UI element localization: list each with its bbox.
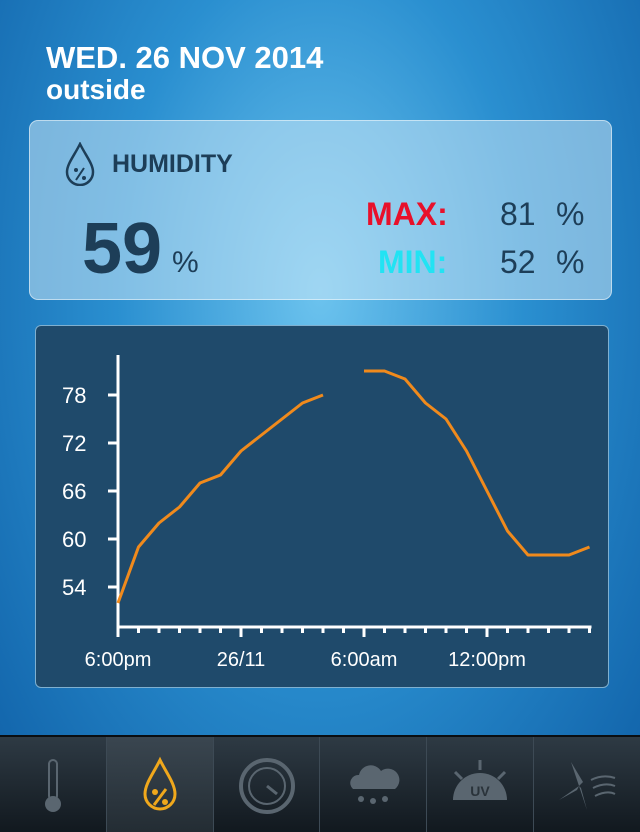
y-tick-label: 78 bbox=[62, 383, 86, 408]
humidity-unit: % bbox=[172, 246, 199, 279]
y-tick-label: 66 bbox=[62, 479, 86, 504]
tab-bar: UV bbox=[0, 735, 640, 832]
humidity-card bbox=[29, 120, 612, 300]
thermometer-icon bbox=[44, 758, 61, 812]
min-unit: % bbox=[556, 244, 585, 280]
x-tick-label: 6:00pm bbox=[85, 649, 152, 671]
uv-label: UV bbox=[470, 783, 490, 799]
tab-rain[interactable] bbox=[320, 737, 428, 832]
tab-uv[interactable]: UV bbox=[427, 737, 535, 832]
max-label: MAX: bbox=[366, 196, 448, 232]
x-tick-label: 12:00pm bbox=[448, 649, 526, 671]
date: WED. 26 NOV 2014 bbox=[46, 40, 324, 75]
tab-humidity[interactable] bbox=[106, 737, 214, 832]
gauge-icon bbox=[238, 757, 295, 814]
min-value: 52 bbox=[500, 244, 536, 280]
chart: 54 60 66 72 78 6:00pm 26/11 6:00am 12:00pm bbox=[62, 355, 592, 671]
min-label: MIN: bbox=[378, 244, 448, 280]
max-value: 81 bbox=[500, 196, 536, 232]
drop-icon bbox=[65, 142, 95, 186]
uv-icon: UV bbox=[453, 759, 508, 800]
tab-pressure[interactable] bbox=[214, 737, 321, 832]
rain-icon bbox=[350, 764, 400, 804]
wind-icon bbox=[559, 761, 616, 810]
y-tick-label: 72 bbox=[62, 431, 86, 456]
humidity-line bbox=[116, 369, 591, 604]
max-unit: % bbox=[556, 196, 585, 232]
x-tick-label: 26/11 bbox=[217, 649, 266, 671]
tab-temperature[interactable] bbox=[0, 737, 107, 832]
tab-wind[interactable] bbox=[534, 737, 640, 832]
x-tick-label: 6:00am bbox=[331, 649, 398, 671]
y-tick-label: 54 bbox=[62, 575, 86, 600]
humidity-value: 59 bbox=[82, 209, 163, 289]
location: outside bbox=[46, 74, 146, 105]
y-tick-label: 60 bbox=[62, 527, 86, 552]
humidity-label: HUMIDITY bbox=[112, 150, 233, 178]
humidity-icon bbox=[143, 756, 177, 810]
